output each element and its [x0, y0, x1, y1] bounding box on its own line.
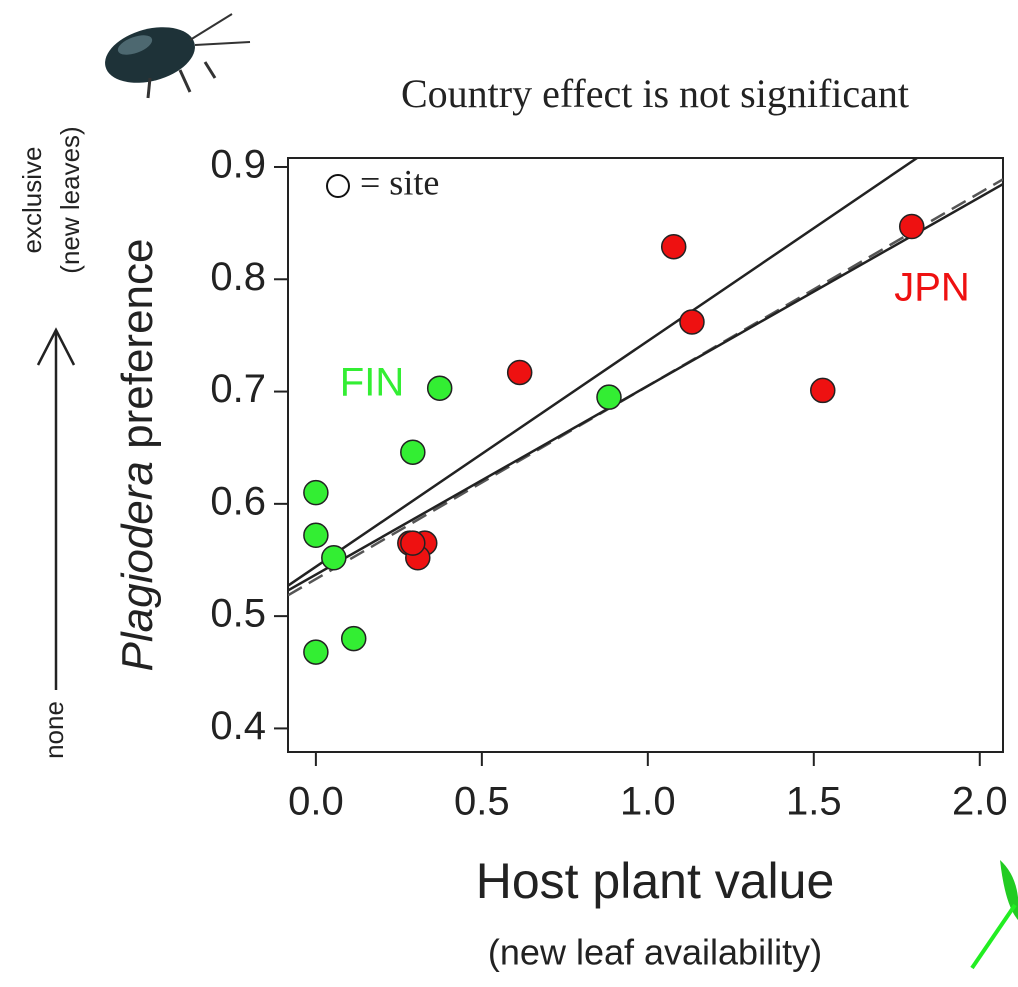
- legend-text: = site: [360, 162, 439, 202]
- site-point: [426, 375, 453, 401]
- y-axis-title: Plagiodera preference: [113, 239, 162, 672]
- y-tick-label: 0.9: [210, 143, 266, 187]
- series-label: FIN: [340, 361, 404, 405]
- y-tick-label: 0.5: [210, 592, 266, 636]
- side-label-top: exclusive: [17, 147, 47, 254]
- plot-frame: [287, 157, 1004, 753]
- y-axis-title-italic: Plagiodera: [113, 461, 162, 671]
- site-point: [810, 377, 836, 404]
- x-tick-label: 2.0: [952, 780, 1008, 824]
- beetle-icon: [105, 13, 251, 99]
- y-tick-label: 0.7: [210, 367, 266, 411]
- regression-line: [288, 183, 1003, 592]
- site-point: [340, 625, 367, 652]
- site-point: [660, 233, 687, 260]
- side-label-top-sub: (new leaves): [55, 126, 85, 273]
- site-point: [596, 384, 622, 410]
- site-point: [303, 479, 329, 506]
- legend-symbol: [326, 174, 350, 198]
- regression-line: [288, 158, 920, 587]
- site-point: [400, 530, 426, 556]
- y-tick-label: 0.4: [210, 704, 266, 748]
- site-point: [321, 544, 347, 571]
- site-point: [506, 359, 533, 386]
- site-point: [303, 639, 329, 665]
- x-tick-label: 1.0: [620, 780, 676, 824]
- x-tick-label: 0.5: [454, 780, 510, 824]
- site-point: [303, 522, 329, 549]
- plot-area: [288, 158, 1003, 597]
- site-point: [898, 213, 925, 240]
- series-label: JPN: [894, 266, 970, 310]
- site-point: [679, 309, 705, 335]
- chart-title: Country effect is not significant: [401, 71, 909, 116]
- leaf-icon: [970, 860, 1018, 970]
- y-axis-title-rest: preference: [113, 239, 162, 449]
- y-tick-label: 0.8: [210, 255, 266, 299]
- x-axis-title: Host plant value: [476, 853, 835, 909]
- y-tick-label: 0.6: [210, 479, 266, 523]
- side-arrow: [36, 327, 76, 690]
- x-tick-label: 1.5: [786, 780, 842, 824]
- x-tick-label: 0.0: [288, 780, 344, 824]
- side-label-bottom: none: [39, 701, 69, 759]
- site-point: [400, 439, 426, 465]
- x-axis-subtitle: (new leaf availability): [488, 932, 822, 973]
